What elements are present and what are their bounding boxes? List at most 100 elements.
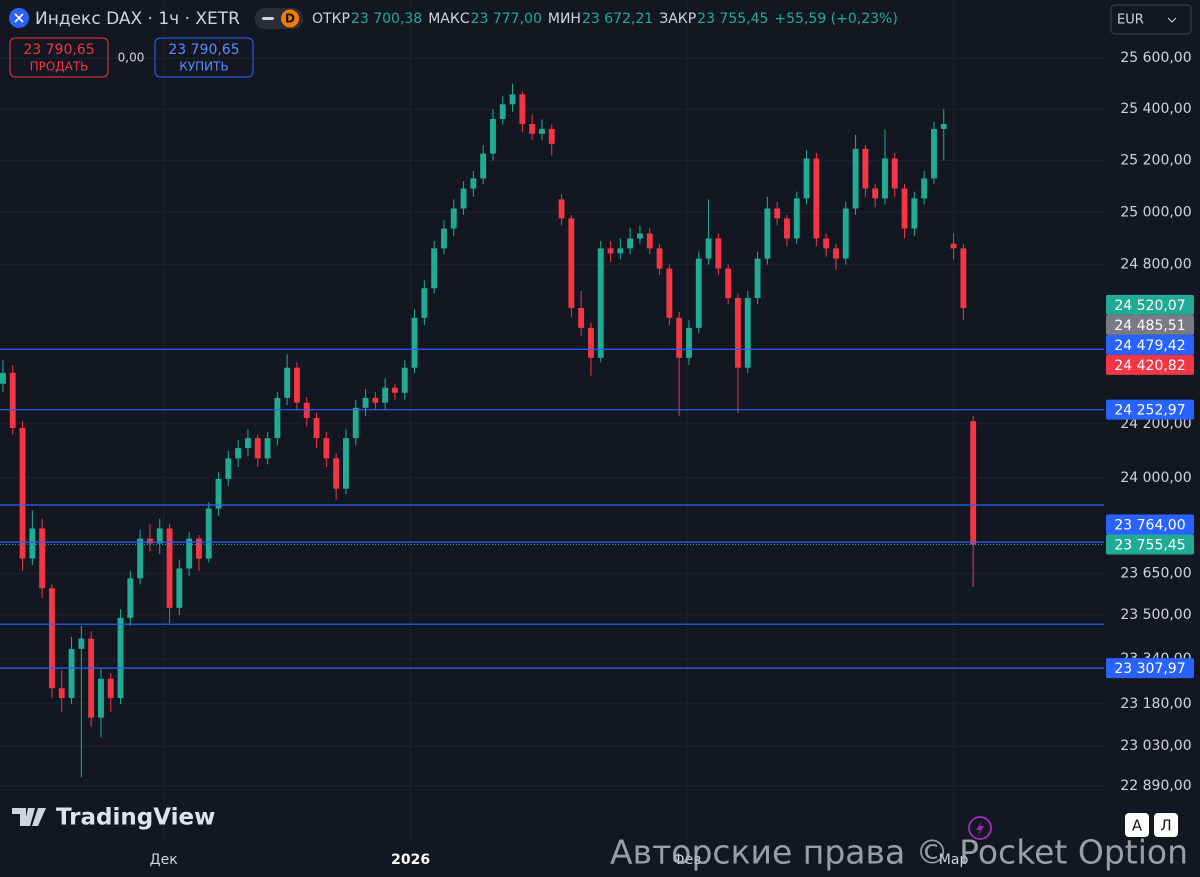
spread: 0,00 [118,51,145,65]
ohlc-label: МИН [548,11,581,27]
candle-body [401,367,408,393]
currency-caret [1167,17,1177,23]
y-tick-label: 23 030,00 [1120,738,1191,754]
price-label-bg [1106,334,1194,355]
candle-body [529,124,536,134]
lightning-button[interactable] [968,816,992,840]
price-label: 24 252,97 [1114,403,1185,419]
candle-body [754,258,761,299]
candle-body [558,199,565,219]
candle-body [509,94,516,105]
currency-select[interactable] [1110,4,1192,35]
candle-body [117,617,124,699]
candle-body [333,458,340,489]
candle-body [421,288,428,318]
plot [0,0,1104,840]
x-tick-label: Дек [150,852,178,868]
ohlc-label: ЗАКР [659,11,696,27]
candle-body [735,298,741,368]
logo: TradingView [56,805,215,831]
price-label-bg [1106,514,1194,535]
price-label: 23 307,97 [1114,661,1185,677]
candle-body [127,578,134,618]
candle-body [166,528,173,608]
auto-label: А [1132,817,1143,835]
candle-body [686,327,692,358]
candle-body [323,438,330,459]
y-tick-label: 22 890,00 [1120,778,1191,794]
candle-body [156,528,163,544]
candle-body [901,188,908,229]
candle-body [460,188,467,209]
price-label: 23 755,45 [1114,537,1185,553]
candle-body [921,178,928,199]
candle-body [676,317,683,358]
candle-body [588,327,594,358]
candle-body [392,387,398,393]
ohlc-value: 23 777,00 [471,11,542,27]
y-tick-label: 25 000,00 [1120,204,1191,220]
candle-body [88,638,95,718]
ohlc-value: 23 755,45 [697,11,768,27]
ohlc-value: 23 700,38 [351,11,422,27]
candle-body [0,372,6,384]
candle-body [352,407,359,439]
candle-body [784,218,790,239]
candle-body [911,198,918,229]
ohlc-label: МАКС [428,11,470,27]
candle-body [441,228,447,249]
buy-button[interactable] [154,37,254,78]
candle-body [450,208,457,229]
y-tick-label: 24 200,00 [1120,416,1191,432]
candle-body [656,248,663,269]
candle-body [264,438,271,459]
price-label: 24 485,51 [1114,318,1185,334]
candle-body [548,128,555,144]
price-label: 24 520,07 [1114,298,1185,314]
candle-body [872,188,879,199]
candle-body [225,458,232,479]
candle-body [176,568,183,608]
price-label-bg [1106,658,1194,679]
y-tick-label: 24 000,00 [1120,470,1191,486]
candle-body [931,128,937,179]
candle-body [9,372,16,428]
log-button[interactable] [1154,813,1178,837]
candle-body [58,688,65,699]
candle-body [882,158,888,199]
auto-button[interactable] [1125,813,1149,837]
ohlc-label: ОТКР [312,11,350,27]
candle-body [274,397,281,439]
candle-body [764,208,771,259]
candle-body [617,248,624,254]
currency: EUR [1117,13,1144,28]
candle-body [470,178,477,189]
candle-body [646,233,653,249]
candle-body [940,124,947,129]
badge-dot [281,9,299,28]
candle-body [823,238,830,249]
y-tick-label: 25 600,00 [1120,50,1191,66]
y-tick-label: 23 650,00 [1120,565,1191,581]
candle-body [960,248,967,309]
candle-body [186,538,193,569]
axis-layer: 25 600,00 25 400,00 25 200,00 25 000,00 24 8… [150,50,1194,868]
y-tick-label: 24 800,00 [1120,257,1191,273]
candle-body [205,508,212,559]
y-tick-label: 25 400,00 [1120,101,1191,117]
candle-body [196,538,202,559]
candle-body [313,417,320,439]
sell-button[interactable] [9,37,109,78]
candle-body [343,438,349,489]
y-tick-label: 25 200,00 [1120,153,1191,169]
price-label-bg [1106,534,1194,555]
candle-body [49,588,55,689]
candle-body [637,233,643,239]
candle-body [294,367,300,403]
x-tick-label: Фев [673,852,702,868]
candle-body [715,238,722,269]
price-label: 24 479,42 [1114,338,1185,354]
candle-body [597,248,604,358]
watermark: Авторские права © Pocket Option [610,833,1188,872]
